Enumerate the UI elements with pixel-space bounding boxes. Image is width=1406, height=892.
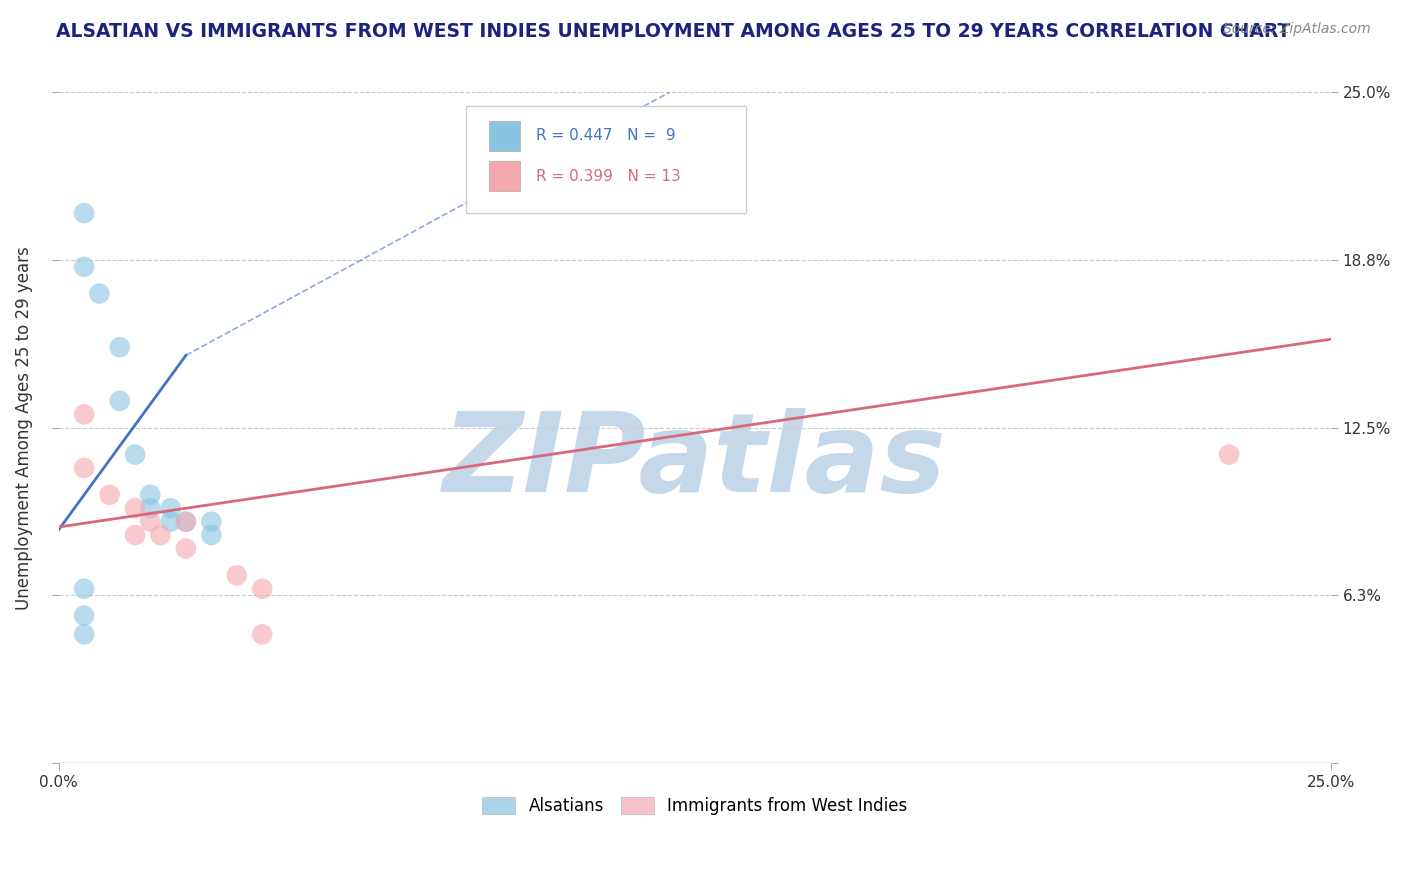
Point (139, 515, 162, 529)
FancyBboxPatch shape (465, 106, 745, 213)
Point (252, 627, 274, 641)
Legend: Alsatians, Immigrants from West Indies: Alsatians, Immigrants from West Indies (475, 790, 914, 822)
Y-axis label: Unemployment Among Ages 25 to 29 years: Unemployment Among Ages 25 to 29 years (15, 246, 32, 609)
Point (108, 340, 131, 354)
Point (124, 501, 146, 516)
Point (124, 448, 146, 462)
Point (73, 582, 96, 596)
Point (73, 627, 96, 641)
Point (200, 515, 222, 529)
Text: ZIPatlas: ZIPatlas (443, 408, 946, 515)
Point (159, 515, 181, 529)
Point (174, 541, 197, 556)
Point (73, 260, 96, 274)
Point (139, 488, 162, 502)
Point (159, 501, 181, 516)
Text: Source: ZipAtlas.com: Source: ZipAtlas.com (1223, 22, 1371, 37)
Point (252, 582, 274, 596)
Point (98, 488, 121, 502)
Point (73, 461, 96, 475)
Point (73, 407, 96, 421)
Point (149, 528, 172, 542)
Point (1218, 448, 1240, 462)
FancyBboxPatch shape (489, 121, 520, 151)
Point (200, 528, 222, 542)
Point (139, 501, 162, 516)
Point (89, 286, 111, 301)
Text: ALSATIAN VS IMMIGRANTS FROM WEST INDIES UNEMPLOYMENT AMONG AGES 25 TO 29 YEARS C: ALSATIAN VS IMMIGRANTS FROM WEST INDIES … (56, 22, 1291, 41)
Point (174, 515, 197, 529)
Point (73, 206, 96, 220)
FancyBboxPatch shape (489, 161, 520, 191)
Point (108, 393, 131, 408)
Point (73, 608, 96, 623)
Point (124, 528, 146, 542)
Text: R = 0.399   N = 13: R = 0.399 N = 13 (536, 169, 681, 184)
Point (174, 515, 197, 529)
Point (225, 568, 247, 582)
Text: R = 0.447   N =  9: R = 0.447 N = 9 (536, 128, 675, 144)
